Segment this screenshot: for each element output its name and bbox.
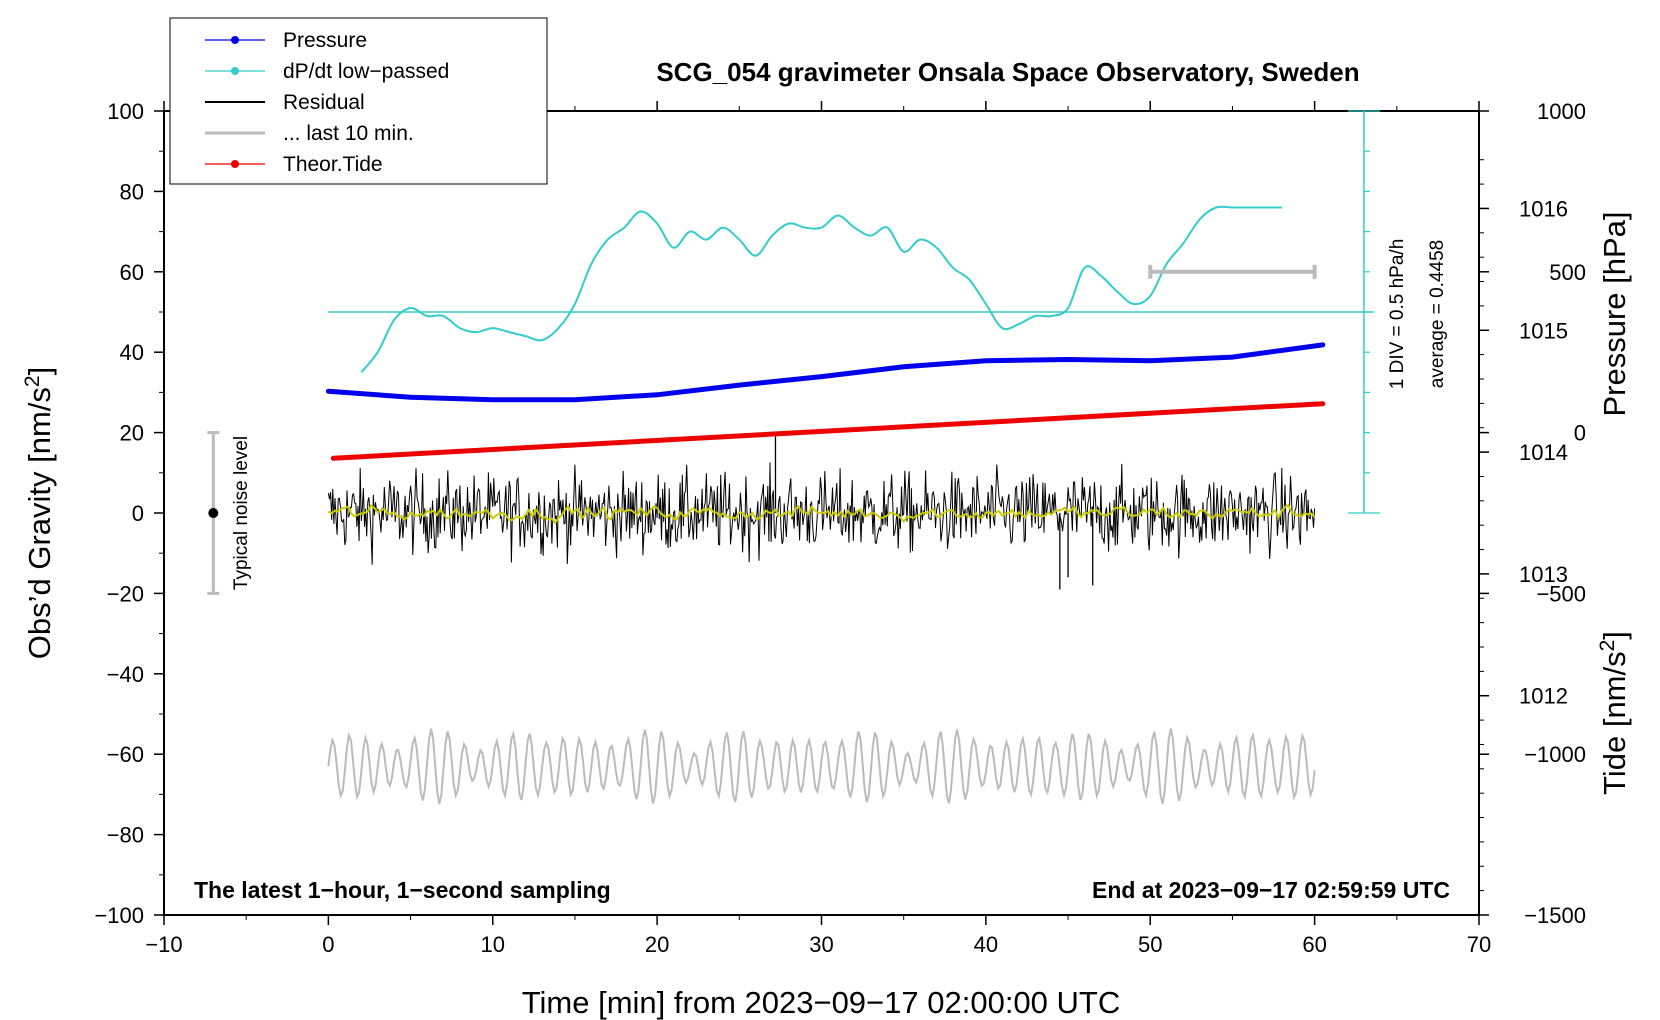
- series-theor-tide: [330, 401, 1326, 461]
- note-left: The latest 1−hour, 1−second sampling: [194, 877, 611, 903]
- y-left-tick-label: −60: [107, 742, 144, 767]
- y-left-tick-label: 100: [107, 99, 144, 124]
- y-left-tick-label: −80: [107, 823, 144, 848]
- x-tick-label: 30: [809, 932, 833, 957]
- y-left-tick-label: 80: [120, 179, 144, 204]
- y-left-title-main: Obs’d Gravity [nm/s: [22, 387, 57, 659]
- legend-marker: [231, 160, 239, 168]
- y-axis-left-title: Obs’d Gravity [nm/s2]: [21, 367, 57, 660]
- legend-label: ... last 10 min.: [283, 122, 414, 145]
- legend-label: dP/dt low−passed: [283, 60, 449, 83]
- y-left-tick-label: −20: [107, 581, 144, 606]
- annotation-layer: [207, 110, 1380, 595]
- legend-marker: [231, 67, 239, 75]
- x-tick-label: 70: [1467, 932, 1491, 957]
- y-left-title-end: ]: [22, 367, 57, 376]
- noise-bar-center: [208, 508, 219, 518]
- y-left-tick-label: 20: [120, 421, 144, 446]
- x-tick-label: 10: [481, 932, 505, 957]
- legend-items: Pressure dP/dt low−passed Residual ... last…: [205, 29, 449, 176]
- y-left-title-sup: 2: [21, 375, 44, 387]
- series-pressure: [325, 342, 1326, 403]
- dpdt-average-label: average = 0.4458: [1427, 240, 1448, 388]
- pressure-tick-label: 1013: [1519, 562, 1568, 587]
- x-tick-label: 0: [322, 932, 334, 957]
- tide-tick-label: 1000: [1537, 99, 1586, 124]
- tide-tick-label: 500: [1549, 260, 1586, 285]
- y-axis-pressure-title: Pressure [hPa]: [1597, 211, 1632, 416]
- x-axis-title: Time [min] from 2023−09−17 02:00:00 UTC: [522, 985, 1121, 1020]
- tick-layer: −10 0 10 20 30 40 50 60 70−100−80−60−40−20020406…: [94, 99, 1586, 957]
- y-left-tick-label: −100: [94, 903, 144, 928]
- chart-title: SCG_054 gravimeter Onsala Space Observat…: [656, 57, 1359, 87]
- dpdt-scale-label: 1 DIV = 0.5 hPa/h: [1387, 239, 1408, 390]
- pressure-tick-label: 1015: [1519, 318, 1568, 343]
- x-tick-label: 60: [1302, 932, 1326, 957]
- legend-label: Pressure: [283, 29, 367, 52]
- x-tick-label: 40: [974, 932, 998, 957]
- tide-title-main: Tide [nm/s: [1597, 651, 1632, 795]
- y-left-tick-label: 40: [120, 340, 144, 365]
- tide-title-sup: 2: [1596, 640, 1619, 652]
- x-tick-label: 50: [1138, 932, 1162, 957]
- tide-tick-label: −1500: [1524, 903, 1586, 928]
- pressure-tick-label: 1014: [1519, 440, 1568, 465]
- series-layer: [325, 205, 1326, 805]
- tide-tick-label: −500: [1536, 581, 1586, 606]
- legend-marker: [231, 36, 239, 44]
- y-left-tick-label: −40: [107, 662, 144, 687]
- y-axis-tide-title: Tide [nm/s2]: [1596, 631, 1632, 795]
- series-residual: [327, 462, 1316, 565]
- tide-title-end: ]: [1597, 631, 1632, 640]
- legend-label: Residual: [283, 91, 365, 114]
- pressure-tick-label: 1016: [1519, 196, 1568, 221]
- legend: Pressure dP/dt low−passed Residual ... last…: [169, 17, 548, 185]
- legend-label: Theor.Tide: [283, 153, 383, 176]
- series-dpdt: [360, 205, 1282, 373]
- pressure-tick-label: 1012: [1519, 684, 1568, 709]
- y-left-tick-label: 60: [120, 260, 144, 285]
- noise-level-label: Typical noise level: [231, 436, 252, 590]
- x-tick-label: −10: [145, 932, 182, 957]
- tide-tick-label: 0: [1574, 421, 1586, 446]
- series-last-10-min: [327, 728, 1316, 805]
- tide-tick-label: −1000: [1524, 742, 1586, 767]
- series-residual-smoothed: [327, 503, 1316, 525]
- x-tick-label: 20: [645, 932, 669, 957]
- note-right: End at 2023−09−17 02:59:59 UTC: [1092, 877, 1450, 903]
- y-left-tick-label: 0: [132, 501, 144, 526]
